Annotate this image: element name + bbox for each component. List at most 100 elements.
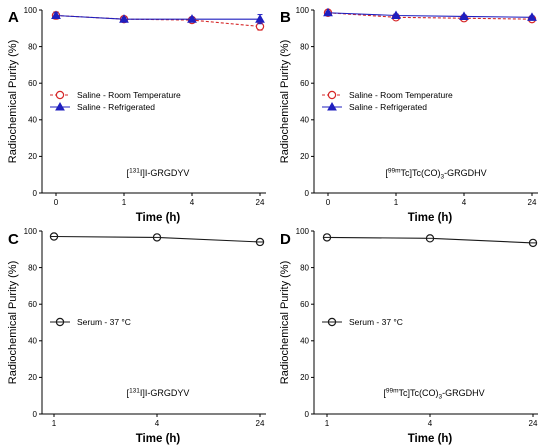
data-point: [528, 238, 538, 248]
compound-label-isotope: 99m: [386, 388, 399, 395]
series-refrigerated: [51, 10, 265, 25]
legend-marker: [55, 317, 65, 327]
series-serum: [49, 232, 265, 247]
y-tick-label: 40: [300, 116, 309, 125]
series-room-temperature: [51, 11, 265, 31]
series-refrigerated: [323, 7, 537, 21]
compound-label: [131I]I-GRGDYV: [127, 388, 190, 399]
y-axis-title: Radiochemical Purity (%): [279, 40, 291, 163]
x-tick-label: 4: [155, 419, 160, 428]
compound-label-part: [: [127, 388, 130, 398]
legend-entry: Serum - 37 °C: [50, 317, 131, 327]
x-tick-label: 1: [122, 198, 127, 207]
data-point: [391, 10, 401, 20]
data-point: [51, 10, 61, 20]
legend-marker: [55, 101, 65, 111]
legend-label: Saline - Refrigerated: [77, 102, 155, 112]
y-tick-label: 20: [300, 152, 309, 161]
x-axis-title: Time (h): [136, 433, 181, 445]
compound-label-part: [: [127, 168, 130, 178]
series-line: [327, 12, 533, 20]
data-point: [152, 233, 162, 242]
legend-marker: [327, 90, 337, 100]
data-point: [255, 237, 265, 247]
series-line: [327, 12, 533, 18]
x-axis-title: Time (h): [136, 212, 181, 224]
panel-b: B 0 20 40 60 80 100 0 1 4 24 Radiochemical Purity (…: [279, 6, 538, 224]
panel-letter: B: [280, 9, 291, 26]
y-tick-label: 40: [28, 337, 37, 346]
x-tick-label: 4: [462, 198, 467, 207]
compound-label-part: Tc]Tc(CO): [401, 168, 441, 178]
compound-label-part: I]I-GRGDYV: [140, 168, 190, 178]
compound-label-part: Tc]Tc(CO): [399, 388, 439, 398]
y-tick-label: 60: [300, 300, 309, 309]
y-tick-label: 100: [24, 6, 38, 15]
compound-label-subscript: 3: [441, 174, 445, 181]
compound-label-isotope: 99m: [388, 168, 401, 175]
legend-label: Saline - Refrigerated: [349, 102, 427, 112]
data-point: [255, 14, 265, 23]
x-axis-title: Time (h): [408, 433, 453, 445]
legend-marker: [55, 90, 65, 100]
compound-label-isotope: 131: [129, 388, 140, 395]
y-tick-label: 0: [33, 410, 38, 419]
x-tick-label: 4: [190, 198, 195, 207]
x-tick-label: 24: [256, 419, 265, 428]
data-point: [323, 7, 333, 17]
legend-entry: Serum - 37 °C: [322, 317, 403, 327]
compound-label-isotope: 131: [129, 168, 140, 175]
x-tick-label: 1: [394, 198, 399, 207]
legend-label: Serum - 37 °C: [77, 317, 131, 327]
y-tick-label: 80: [300, 42, 309, 51]
y-tick-label: 80: [28, 42, 37, 51]
panel-c: C 0 20 40 60 80 100 1 4 24 Radiochemical Purity (%…: [7, 227, 266, 445]
x-axis-title: Time (h): [408, 212, 453, 224]
y-tick-label: 80: [28, 263, 37, 272]
legend-entry: Saline - Refrigerated: [50, 101, 155, 112]
y-tick-label: 60: [28, 79, 37, 88]
y-tick-label: 60: [300, 79, 309, 88]
panel-letter: A: [8, 9, 19, 26]
legend-marker: [327, 101, 337, 111]
compound-label-part: -GRGDHV: [444, 168, 487, 178]
compound-label-part: [: [385, 168, 388, 178]
legend-label: Serum - 37 °C: [349, 317, 403, 327]
y-axis-title: Radiochemical Purity (%): [7, 261, 19, 384]
y-tick-label: 100: [296, 6, 310, 15]
compound-label: [99mTc]Tc(CO)3-GRGDHV: [385, 168, 486, 181]
series-line: [55, 14, 260, 20]
compound-label-part: -GRGDHV: [442, 388, 485, 398]
x-tick-label: 24: [528, 198, 537, 207]
data-point: [187, 14, 197, 23]
legend-marker: [327, 317, 337, 327]
x-tick-label: 0: [54, 198, 59, 207]
legend-label: Saline - Room Temperature: [77, 90, 181, 100]
data-point: [49, 232, 59, 241]
x-tick-label: 24: [256, 198, 265, 207]
y-tick-label: 40: [300, 337, 309, 346]
panel-a: A 0 20 40 60 80 100 0 1 4 24 Radiochemical Purity (…: [7, 6, 266, 224]
data-point: [459, 11, 469, 20]
data-point: [322, 233, 332, 242]
y-tick-label: 60: [28, 300, 37, 309]
compound-label: [131I]I-GRGDYV: [127, 168, 190, 179]
y-tick-label: 0: [33, 189, 38, 198]
x-tick-label: 0: [326, 198, 331, 207]
legend-label: Saline - Room Temperature: [349, 90, 453, 100]
y-tick-label: 20: [28, 373, 37, 382]
y-axis-title: Radiochemical Purity (%): [279, 261, 291, 384]
legend-entry: Saline - Room Temperature: [322, 90, 453, 100]
panel-letter: C: [8, 231, 19, 248]
compound-label-part: [: [383, 388, 386, 398]
panel-d: D 0 20 40 60 80 100 1 4 24 Radiochemical Purity (%…: [279, 227, 538, 445]
compound-label-part: I]I-GRGDYV: [140, 388, 190, 398]
y-tick-label: 100: [24, 227, 38, 236]
y-axis-title: Radiochemical Purity (%): [7, 40, 19, 163]
y-tick-label: 80: [300, 263, 309, 272]
y-tick-label: 20: [300, 373, 309, 382]
panel-letter: D: [280, 231, 291, 248]
series-serum: [322, 233, 538, 248]
legend-entry: Saline - Room Temperature: [50, 90, 181, 100]
